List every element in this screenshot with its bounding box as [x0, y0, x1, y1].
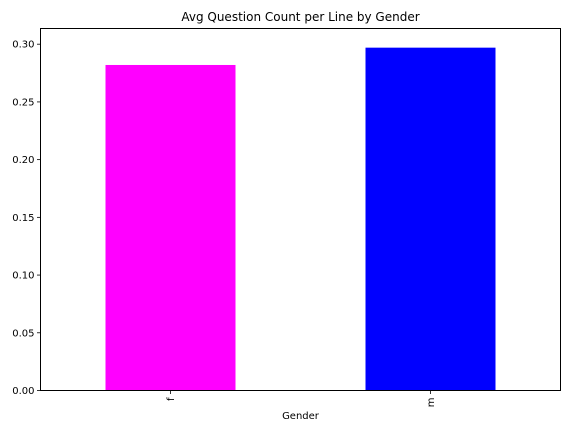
y-tick-label: 0.00 — [12, 386, 34, 397]
x-tick-label: m — [426, 398, 437, 408]
y-tick-label: 0.05 — [12, 328, 34, 339]
y-tick-label: 0.10 — [12, 271, 34, 282]
bar-m — [365, 47, 496, 391]
y-tick-label: 0.20 — [12, 155, 34, 166]
bar-f — [105, 64, 236, 391]
bars-layer — [105, 47, 496, 391]
y-axis: 0.00 0.05 0.10 0.15 0.20 0.25 0.30 — [12, 40, 41, 397]
chart-title: Avg Question Count per Line by Gender — [181, 10, 419, 24]
plot-area-frame — [40, 28, 561, 391]
x-axis-label: Gender — [282, 411, 320, 422]
y-tick-label: 0.30 — [12, 40, 34, 51]
y-tick-label: 0.25 — [12, 97, 34, 108]
x-tick-label: f — [166, 397, 177, 401]
y-tick-label: 0.15 — [12, 213, 34, 224]
